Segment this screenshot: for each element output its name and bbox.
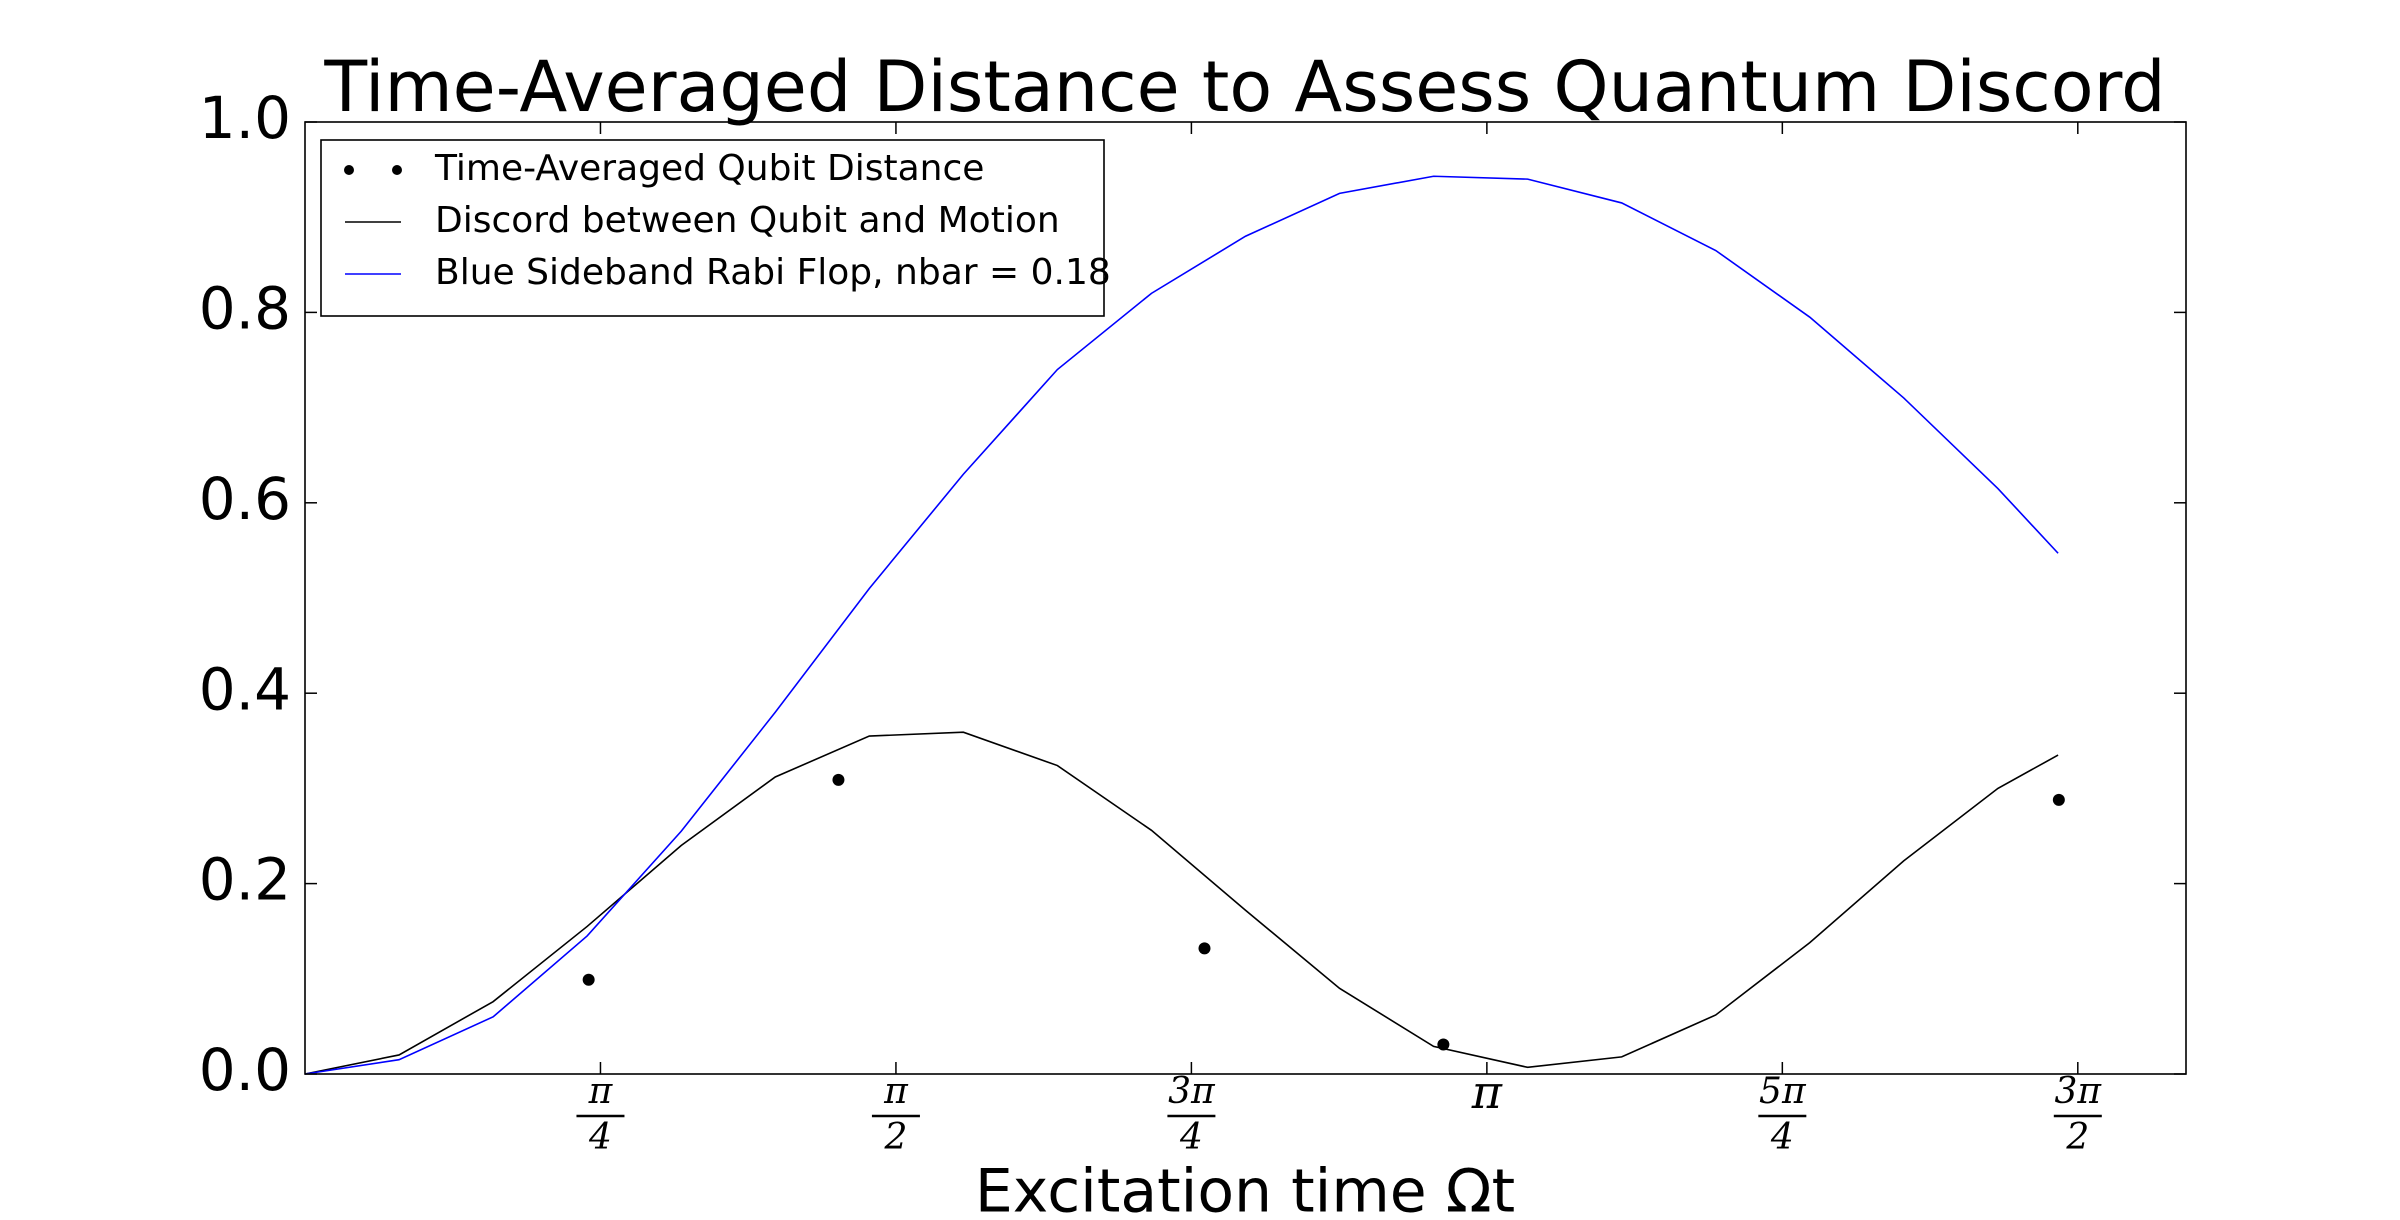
legend-marker xyxy=(392,165,402,175)
legend-box xyxy=(320,139,1105,317)
svg-text:π: π xyxy=(588,1071,614,1112)
y-tick-label: 0.8 xyxy=(199,275,291,343)
legend-label: Time-Averaged Qubit Distance xyxy=(434,148,984,189)
data-point xyxy=(582,973,595,986)
y-tick-label: 1.0 xyxy=(199,84,291,152)
svg-text:5π: 5π xyxy=(1759,1071,1807,1112)
x-tick-label: π2 xyxy=(871,1071,920,1158)
x-tick-label: 5π4 xyxy=(1758,1071,1807,1158)
legend-label: Discord between Qubit and Motion xyxy=(435,200,1060,241)
x-tick-label: 3π2 xyxy=(2053,1071,2103,1158)
svg-text:4: 4 xyxy=(588,1117,612,1158)
svg-text:2: 2 xyxy=(2065,1117,2089,1158)
data-point xyxy=(2052,793,2065,806)
x-tick-label: π xyxy=(1471,1065,1503,1119)
data-point xyxy=(1198,942,1211,955)
svg-text:π: π xyxy=(883,1071,909,1112)
svg-text:4: 4 xyxy=(1179,1117,1203,1158)
y-tick-label: 0.2 xyxy=(199,846,291,914)
legend-marker xyxy=(344,165,354,175)
x-axis-label: Excitation time Ωt xyxy=(975,1157,1515,1220)
series-line xyxy=(304,731,2059,1075)
plot-frame xyxy=(304,121,2187,1075)
svg-text:π: π xyxy=(1471,1065,1503,1119)
svg-text:3π: 3π xyxy=(1168,1071,1216,1112)
x-tick-label: 3π4 xyxy=(1167,1071,1216,1158)
svg-text:2: 2 xyxy=(883,1117,907,1158)
series-line xyxy=(304,175,2059,1075)
svg-text:3π: 3π xyxy=(2055,1071,2103,1112)
y-tick-label: 0.6 xyxy=(199,465,291,533)
x-tick-label: π4 xyxy=(576,1071,625,1158)
legend-label: Blue Sideband Rabi Flop, nbar = 0.18 xyxy=(435,252,1111,293)
data-point xyxy=(832,773,845,786)
chart-title: Time-Averaged Distance to Assess Quantum… xyxy=(323,46,2165,128)
y-tick-label: 0.0 xyxy=(199,1036,291,1104)
y-tick-label: 0.4 xyxy=(199,655,291,723)
svg-text:4: 4 xyxy=(1770,1117,1794,1158)
